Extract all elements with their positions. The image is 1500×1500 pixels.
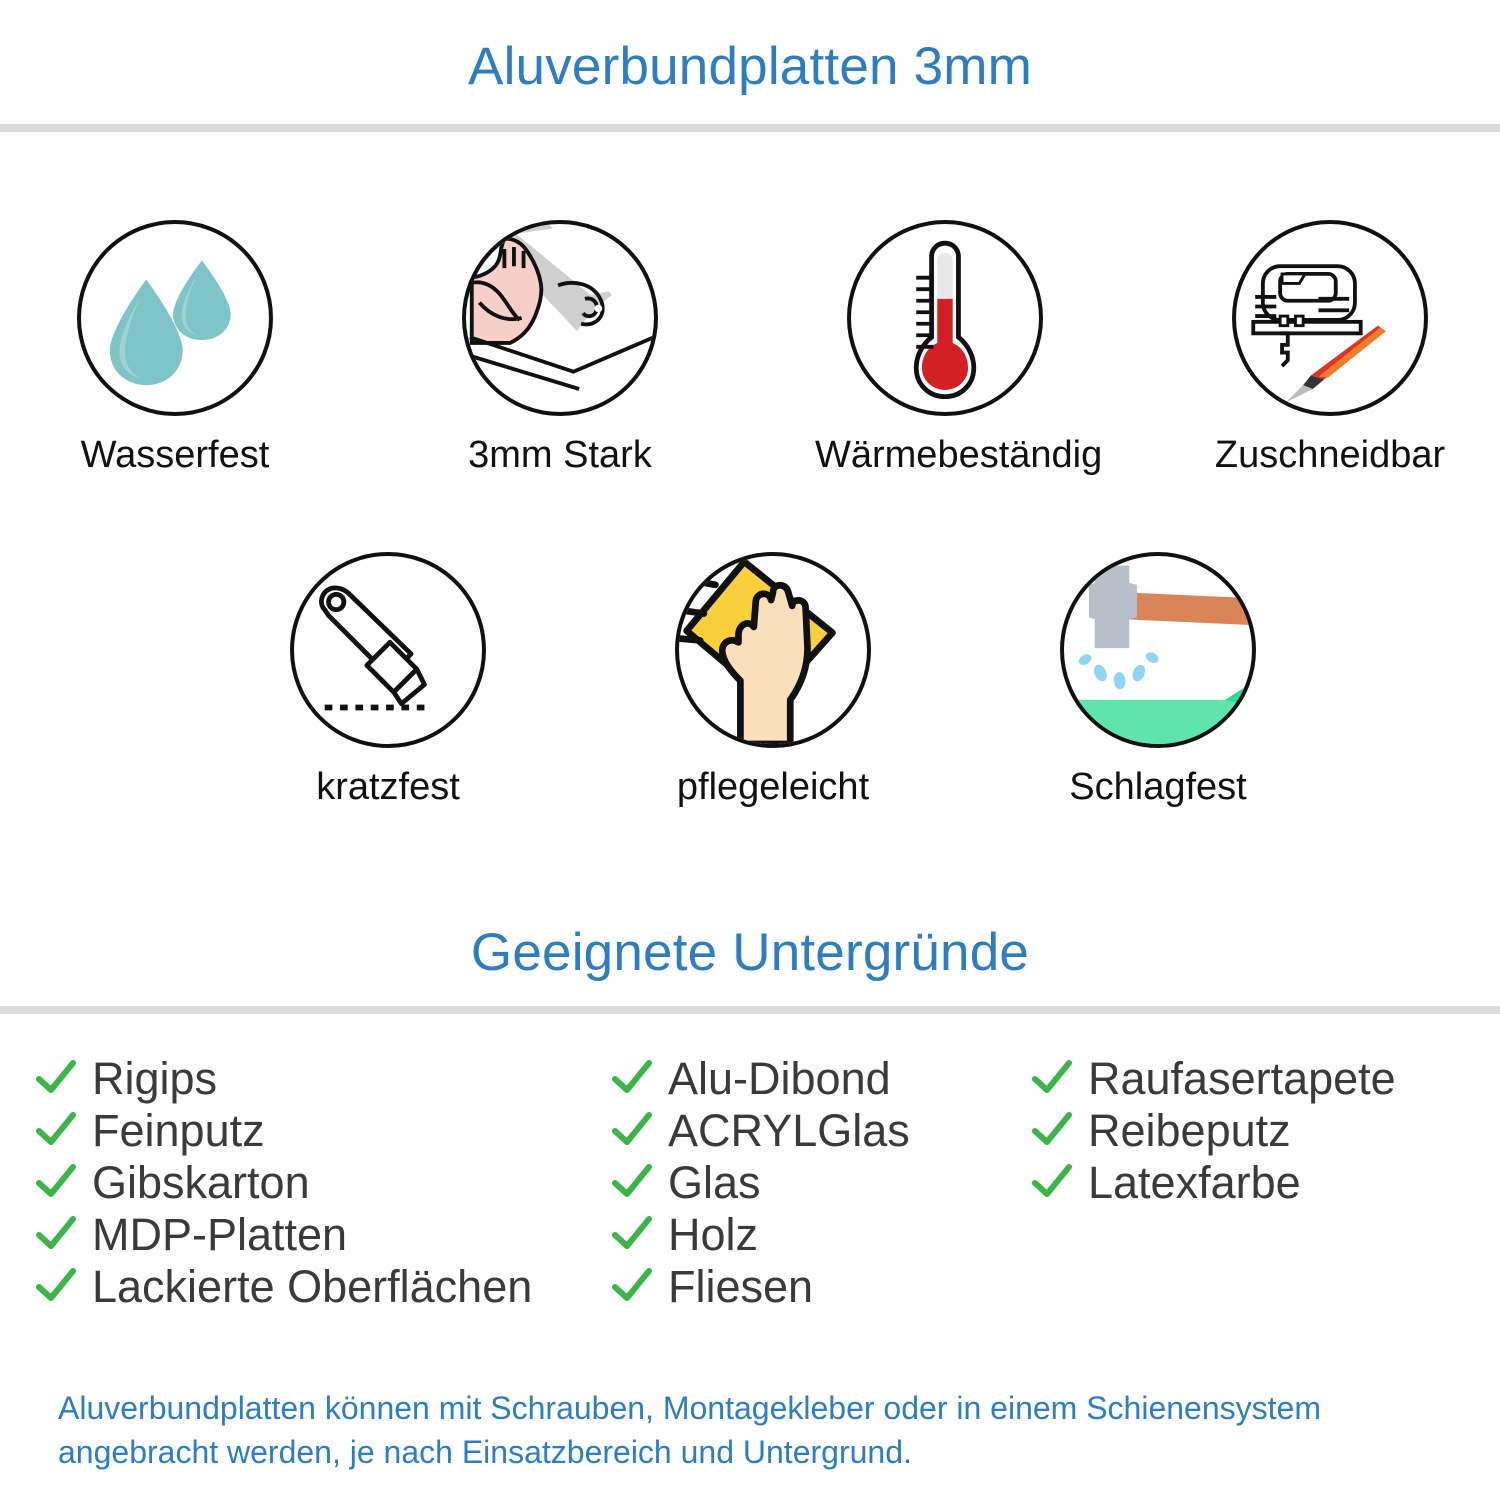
suitable-substrates-list: Rigips Feinputz Gibskarton MDP-Platten L… xyxy=(0,1052,1500,1312)
check-column-2: Alu-Dibond ACRYLGlas Glas Holz Fliesen xyxy=(610,1052,1030,1312)
list-item-label: MDP-Platten xyxy=(92,1208,348,1260)
list-item-label: Gibskarton xyxy=(92,1156,310,1208)
check-icon xyxy=(1030,1108,1074,1152)
feature-pflegeleicht: pflegeleicht xyxy=(643,552,903,809)
check-icon xyxy=(610,1108,654,1152)
list-item: ACRYLGlas xyxy=(610,1104,1030,1156)
list-item: Reibeputz xyxy=(1030,1104,1500,1156)
water-drops-icon xyxy=(77,220,273,416)
flexed-arm-icon xyxy=(462,220,658,416)
scraper-knife-icon xyxy=(290,552,486,748)
hand-cloth-icon xyxy=(675,552,871,748)
list-item: Fliesen xyxy=(610,1260,1030,1312)
list-item-label: Fliesen xyxy=(668,1260,814,1312)
list-item-label: Glas xyxy=(668,1156,761,1208)
list-item: Feinputz xyxy=(34,1104,610,1156)
feature-zuschneidbar: Zuschneidbar xyxy=(1200,220,1460,477)
list-item: Gibskarton xyxy=(34,1156,610,1208)
check-icon xyxy=(610,1264,654,1308)
check-icon xyxy=(1030,1056,1074,1100)
check-icon xyxy=(610,1160,654,1204)
check-column-3: Raufasertapete Reibeputz Latexfarbe xyxy=(1030,1052,1500,1208)
divider-middle xyxy=(0,1006,1500,1014)
feature-waermebestaendig: Wärmebeständig xyxy=(815,220,1103,477)
page-title: Aluverbundplatten 3mm xyxy=(468,37,1032,96)
check-icon xyxy=(34,1212,78,1256)
footer-note: Aluverbundplatten können mit Schrauben, … xyxy=(58,1390,1321,1471)
list-item-label: Latexfarbe xyxy=(1088,1156,1301,1208)
list-item-label: Reibeputz xyxy=(1088,1104,1291,1156)
jigsaw-cutter-icon xyxy=(1232,220,1428,416)
feature-label: Zuschneidbar xyxy=(1214,434,1446,476)
feature-schlagfest: Schlagfest xyxy=(1028,552,1288,809)
check-icon xyxy=(34,1264,78,1308)
list-item-label: Rigips xyxy=(92,1052,218,1104)
feature-label: Wärmebeständig xyxy=(815,434,1103,476)
check-icon xyxy=(610,1056,654,1100)
list-item: Rigips xyxy=(34,1052,610,1104)
feature-wasserfest: Wasserfest xyxy=(45,220,305,477)
list-item-label: Raufasertapete xyxy=(1088,1052,1396,1104)
list-item: MDP-Platten xyxy=(34,1208,610,1260)
list-item-label: ACRYLGlas xyxy=(668,1104,910,1156)
check-icon xyxy=(34,1056,78,1100)
list-item-label: Feinputz xyxy=(92,1104,265,1156)
check-column-1: Rigips Feinputz Gibskarton MDP-Platten L… xyxy=(0,1052,610,1312)
divider-top xyxy=(0,124,1500,132)
list-item-label: Lackierte Oberflächen xyxy=(92,1260,533,1312)
list-item-label: Alu-Dibond xyxy=(668,1052,891,1104)
check-icon xyxy=(1030,1160,1074,1204)
feature-label: 3mm Stark xyxy=(468,434,652,476)
list-item: Alu-Dibond xyxy=(610,1052,1030,1104)
list-item: Lackierte Oberflächen xyxy=(34,1260,610,1312)
list-item: Raufasertapete xyxy=(1030,1052,1500,1104)
list-item: Latexfarbe xyxy=(1030,1156,1500,1208)
section-heading: Geeignete Untergründe xyxy=(470,923,1030,982)
list-item: Holz xyxy=(610,1208,1030,1260)
thermometer-icon xyxy=(847,220,1043,416)
feature-label: pflegeleicht xyxy=(676,766,870,808)
feature-3mm-stark: 3mm Stark xyxy=(430,220,690,477)
check-icon xyxy=(34,1108,78,1152)
feature-label: Wasserfest xyxy=(80,434,270,476)
hammer-impact-icon xyxy=(1060,552,1256,748)
list-item-label: Holz xyxy=(668,1208,759,1260)
check-icon xyxy=(34,1160,78,1204)
check-icon xyxy=(610,1212,654,1256)
feature-label: kratzfest xyxy=(316,766,460,808)
feature-kratzfest: kratzfest xyxy=(258,552,518,809)
feature-label: Schlagfest xyxy=(1069,766,1247,808)
list-item: Glas xyxy=(610,1156,1030,1208)
